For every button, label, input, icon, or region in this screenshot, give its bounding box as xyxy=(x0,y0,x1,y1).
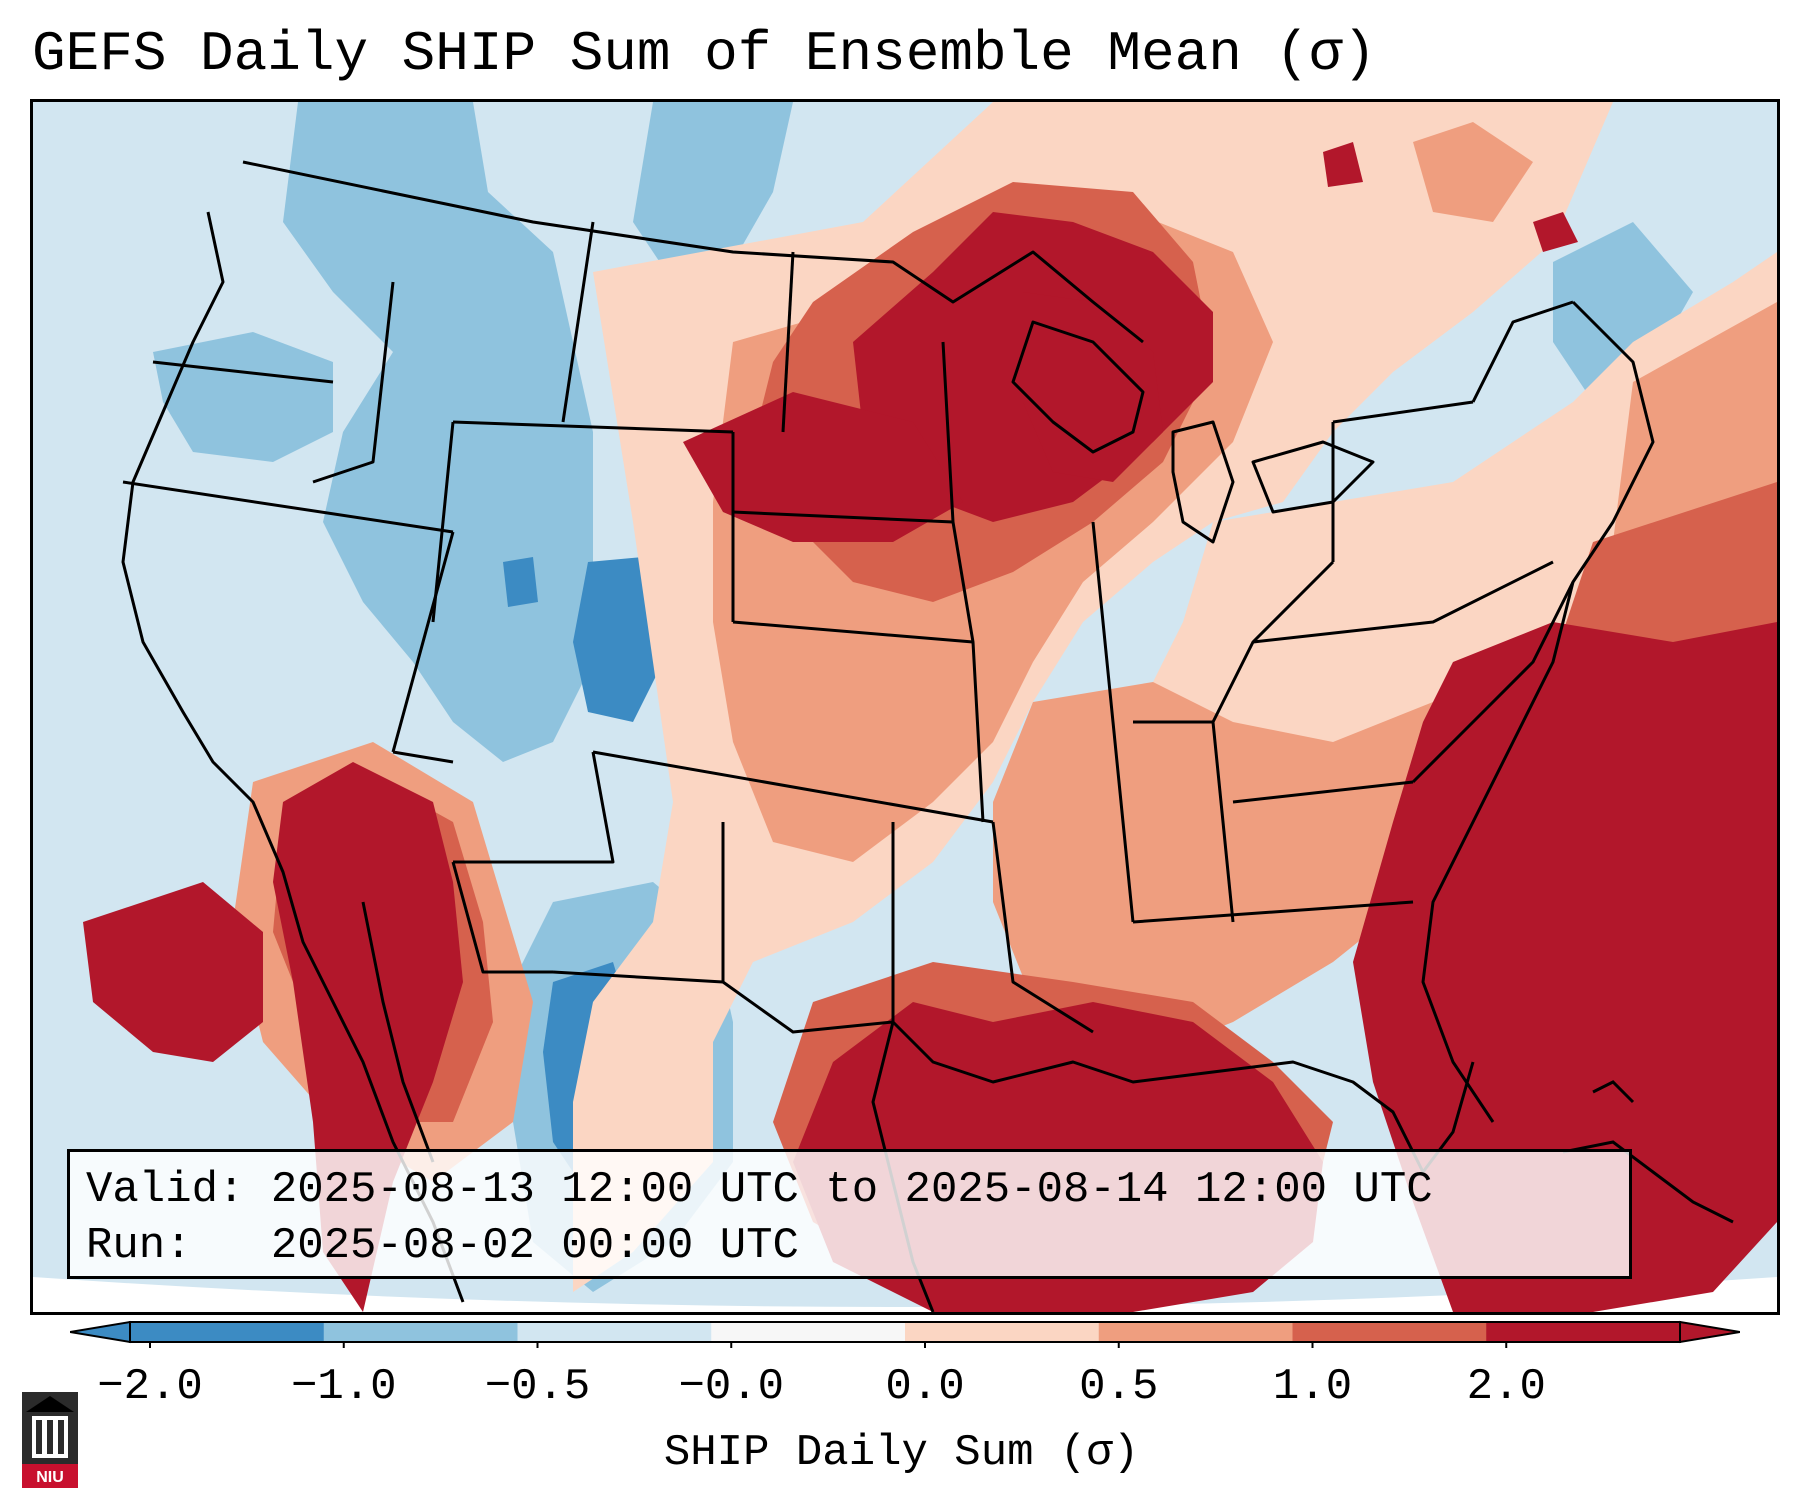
colorbar-tick-label: 0.0 xyxy=(885,1362,965,1412)
colorbar-tick-label: 2.0 xyxy=(1466,1362,1546,1412)
colorbar-label: SHIP Daily Sum (σ) xyxy=(663,1428,1140,1478)
valid-row: Valid: 2025-08-13 12:00 UTC to 2025-08-1… xyxy=(86,1162,1613,1218)
colorbar-tick-label: −2.0 xyxy=(97,1362,203,1412)
niu-logo-icon: NIU xyxy=(22,1392,78,1488)
colorbar-cell xyxy=(517,1322,712,1342)
anomaly-map xyxy=(33,102,1777,1312)
chart-title: GEFS Daily SHIP Sum of Ensemble Mean (σ) xyxy=(32,22,1377,86)
colorbar-tick-label: 1.0 xyxy=(1272,1362,1353,1412)
valid-label: Valid: xyxy=(86,1165,245,1215)
colorbar-cell xyxy=(905,1322,1100,1342)
colorbar-tick-label: 0.5 xyxy=(1079,1362,1159,1412)
colorbar xyxy=(70,1320,1740,1348)
colorbar-tick-label: −0.5 xyxy=(484,1362,591,1412)
valid-time-box: Valid: 2025-08-13 12:00 UTC to 2025-08-1… xyxy=(67,1149,1632,1279)
colorbar-cell xyxy=(323,1322,518,1342)
map-panel xyxy=(30,99,1780,1315)
colorbar-extend-high xyxy=(1679,1320,1740,1344)
colorbar-cell xyxy=(1098,1322,1293,1342)
colorbar-cell xyxy=(711,1322,906,1342)
run-row: Run: 2025-08-02 00:00 UTC xyxy=(86,1218,1613,1274)
colorbar-tick-label: −0.0 xyxy=(678,1362,785,1412)
colorbar-extend-low xyxy=(70,1320,131,1344)
valid-value: 2025-08-13 12:00 UTC to 2025-08-14 12:00… xyxy=(270,1165,1433,1215)
projection-edge xyxy=(33,1277,1777,1312)
colorbar-cell xyxy=(1292,1322,1487,1342)
run-value: 2025-08-02 00:00 UTC xyxy=(270,1221,799,1271)
run-label: Run: xyxy=(86,1221,192,1271)
colorbar-cell xyxy=(130,1322,325,1342)
caribbean-islands xyxy=(1562,1080,1734,1224)
colorbar-cell xyxy=(1486,1322,1681,1342)
colorbar-tick-label: −1.0 xyxy=(290,1362,397,1412)
colorbar-border xyxy=(129,1321,1681,1343)
extreme-positive-anomaly-region xyxy=(83,142,1777,1312)
logo-text: NIU xyxy=(36,1469,64,1486)
